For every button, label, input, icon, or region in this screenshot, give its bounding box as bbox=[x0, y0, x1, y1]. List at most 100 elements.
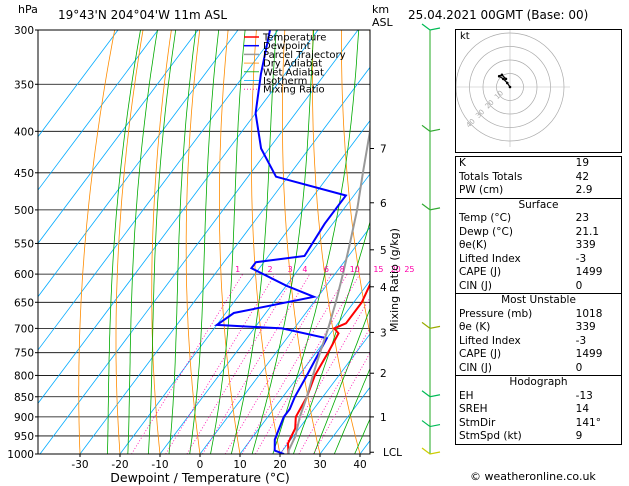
index-value: 23 bbox=[575, 212, 590, 224]
height-tick-label: 6 bbox=[380, 198, 387, 210]
index-row: PW (cm) 2.9 bbox=[456, 184, 622, 198]
index-row: Lifted Index -3 bbox=[456, 335, 622, 349]
temperature-tick-label: 40 bbox=[353, 459, 366, 471]
legend-label: Isotherm bbox=[263, 76, 307, 87]
index-value: -13 bbox=[575, 389, 593, 402]
dry-adiabat-line bbox=[185, 30, 201, 454]
index-value: -3 bbox=[575, 252, 587, 265]
indices-table: K 19 Totals Totals 42 PW (cm) 2.9 Surface Temp … bbox=[455, 156, 622, 445]
mixing-ratio-line bbox=[224, 273, 332, 454]
height-unit-label-asl: ASL bbox=[372, 16, 393, 29]
wet-adiabat-line bbox=[168, 30, 197, 454]
index-label: CIN (J) bbox=[459, 361, 492, 374]
mixing-ratio-tick-label: 10 bbox=[350, 265, 360, 274]
height-tick-label: 4 bbox=[380, 282, 387, 294]
index-section-title: Most Unstable bbox=[455, 293, 622, 308]
height-tick-label: 1 bbox=[380, 412, 387, 424]
index-value: 0 bbox=[575, 361, 583, 374]
legend-label: Mixing Ratio bbox=[263, 85, 325, 96]
index-label: EH bbox=[459, 389, 474, 402]
pressure-tick-label: 950 bbox=[14, 431, 34, 443]
index-label: PW (cm) bbox=[459, 184, 504, 196]
index-row: EH -13 bbox=[456, 390, 622, 404]
index-value: 1018 bbox=[575, 307, 603, 320]
pressure-tick-label: 600 bbox=[14, 269, 34, 281]
mixing-ratio-tick-label: 4 bbox=[302, 265, 307, 274]
isotherm-line bbox=[38, 30, 239, 298]
index-section-header: Most Unstable bbox=[455, 293, 622, 308]
hodograph-point bbox=[506, 81, 509, 85]
mixing-ratio-tick-label: 3 bbox=[288, 265, 293, 274]
isotherm-line bbox=[279, 333, 370, 454]
temperature-tick-label: -10 bbox=[151, 459, 168, 471]
wind-barb bbox=[421, 203, 441, 211]
hodograph-unit: kt bbox=[460, 31, 470, 42]
isotherm-line bbox=[38, 30, 159, 191]
index-row: Dewp (°C) 21.1 bbox=[456, 226, 622, 240]
dry-adiabat-line bbox=[78, 30, 116, 454]
wet-adiabat-line bbox=[107, 30, 141, 454]
index-label: CIN (J) bbox=[459, 279, 492, 292]
x-axis-label: Dewpoint / Temperature (°C) bbox=[110, 470, 289, 485]
dewpoint-line bbox=[213, 30, 348, 454]
wet-adiabat-line bbox=[292, 220, 370, 454]
height-tick-label: LCL bbox=[383, 447, 402, 459]
index-value: 339 bbox=[575, 239, 596, 251]
wet-adiabat-line bbox=[147, 30, 177, 454]
isotherm-line bbox=[239, 279, 370, 454]
index-label: Lifted Index bbox=[459, 252, 521, 265]
height-tick-label: 5 bbox=[380, 245, 387, 257]
hodograph-point bbox=[504, 77, 508, 81]
index-row: Lifted Index -3 bbox=[456, 253, 622, 267]
isotherm-line bbox=[199, 226, 370, 454]
index-value: 1499 bbox=[575, 266, 603, 278]
index-row: θe(K) 339 bbox=[456, 239, 622, 253]
dry-adiabat-line bbox=[340, 30, 370, 336]
dry-adiabat-line bbox=[115, 30, 144, 454]
temperature-tick-label: 30 bbox=[313, 459, 326, 471]
hodograph-ring-label: 40 bbox=[465, 117, 477, 129]
index-value: -3 bbox=[575, 334, 587, 347]
pressure-tick-label: 500 bbox=[14, 205, 34, 217]
mixing-ratio-tick-label: 2 bbox=[268, 265, 273, 274]
index-value: 14 bbox=[575, 403, 590, 415]
pressure-tick-label: 550 bbox=[14, 238, 34, 250]
wet-adiabat-line bbox=[210, 30, 246, 454]
dry-adiabat-line bbox=[151, 30, 172, 454]
temperature-tick-label: -20 bbox=[111, 459, 128, 471]
legend-label: Dry Adiabat bbox=[263, 59, 322, 70]
index-value: 0 bbox=[575, 279, 583, 292]
index-row: Temp (°C) 23 bbox=[456, 212, 622, 226]
height-tick-label: 3 bbox=[380, 327, 387, 339]
index-value: 9 bbox=[575, 430, 583, 442]
legend-label: Parcel Trajectory bbox=[263, 50, 346, 61]
index-section-title: Surface bbox=[455, 197, 622, 212]
height-tick-label: 7 bbox=[380, 143, 387, 155]
index-value: 1499 bbox=[575, 348, 603, 360]
mixing-ratio-line bbox=[313, 352, 370, 454]
legend-label: Wet Adiabat bbox=[263, 67, 324, 78]
wet-adiabat-line bbox=[272, 30, 360, 454]
dry-adiabat-line bbox=[311, 30, 361, 454]
mixing-ratio-line bbox=[255, 273, 361, 454]
hodograph-point bbox=[500, 73, 504, 77]
height-tick-label: 2 bbox=[380, 368, 387, 380]
wet-adiabat-line bbox=[127, 30, 158, 454]
wet-adiabat-line bbox=[189, 30, 220, 454]
index-label: Lifted Index bbox=[459, 334, 521, 347]
dry-adiabat-line bbox=[625, 30, 629, 471]
isotherm-line bbox=[39, 30, 359, 454]
index-label: SREH bbox=[459, 403, 488, 415]
wet-adiabat-line bbox=[313, 307, 370, 454]
wind-barb bbox=[421, 124, 441, 132]
index-row: Totals Totals 42 bbox=[456, 171, 622, 185]
temperature-line bbox=[286, 282, 370, 454]
pressure-tick-label: 300 bbox=[14, 25, 34, 37]
index-row: θe (K) 339 bbox=[456, 321, 622, 335]
y2-axis-label: Mixing Ratio (g/kg) bbox=[388, 228, 401, 332]
temperature-tick-label: -30 bbox=[71, 459, 88, 471]
copyright-footer: © weatheronline.co.uk bbox=[470, 470, 596, 483]
index-value: 21.1 bbox=[575, 225, 600, 238]
pressure-tick-label: 1000 bbox=[7, 449, 34, 461]
index-row: CAPE (J) 1499 bbox=[456, 266, 622, 280]
